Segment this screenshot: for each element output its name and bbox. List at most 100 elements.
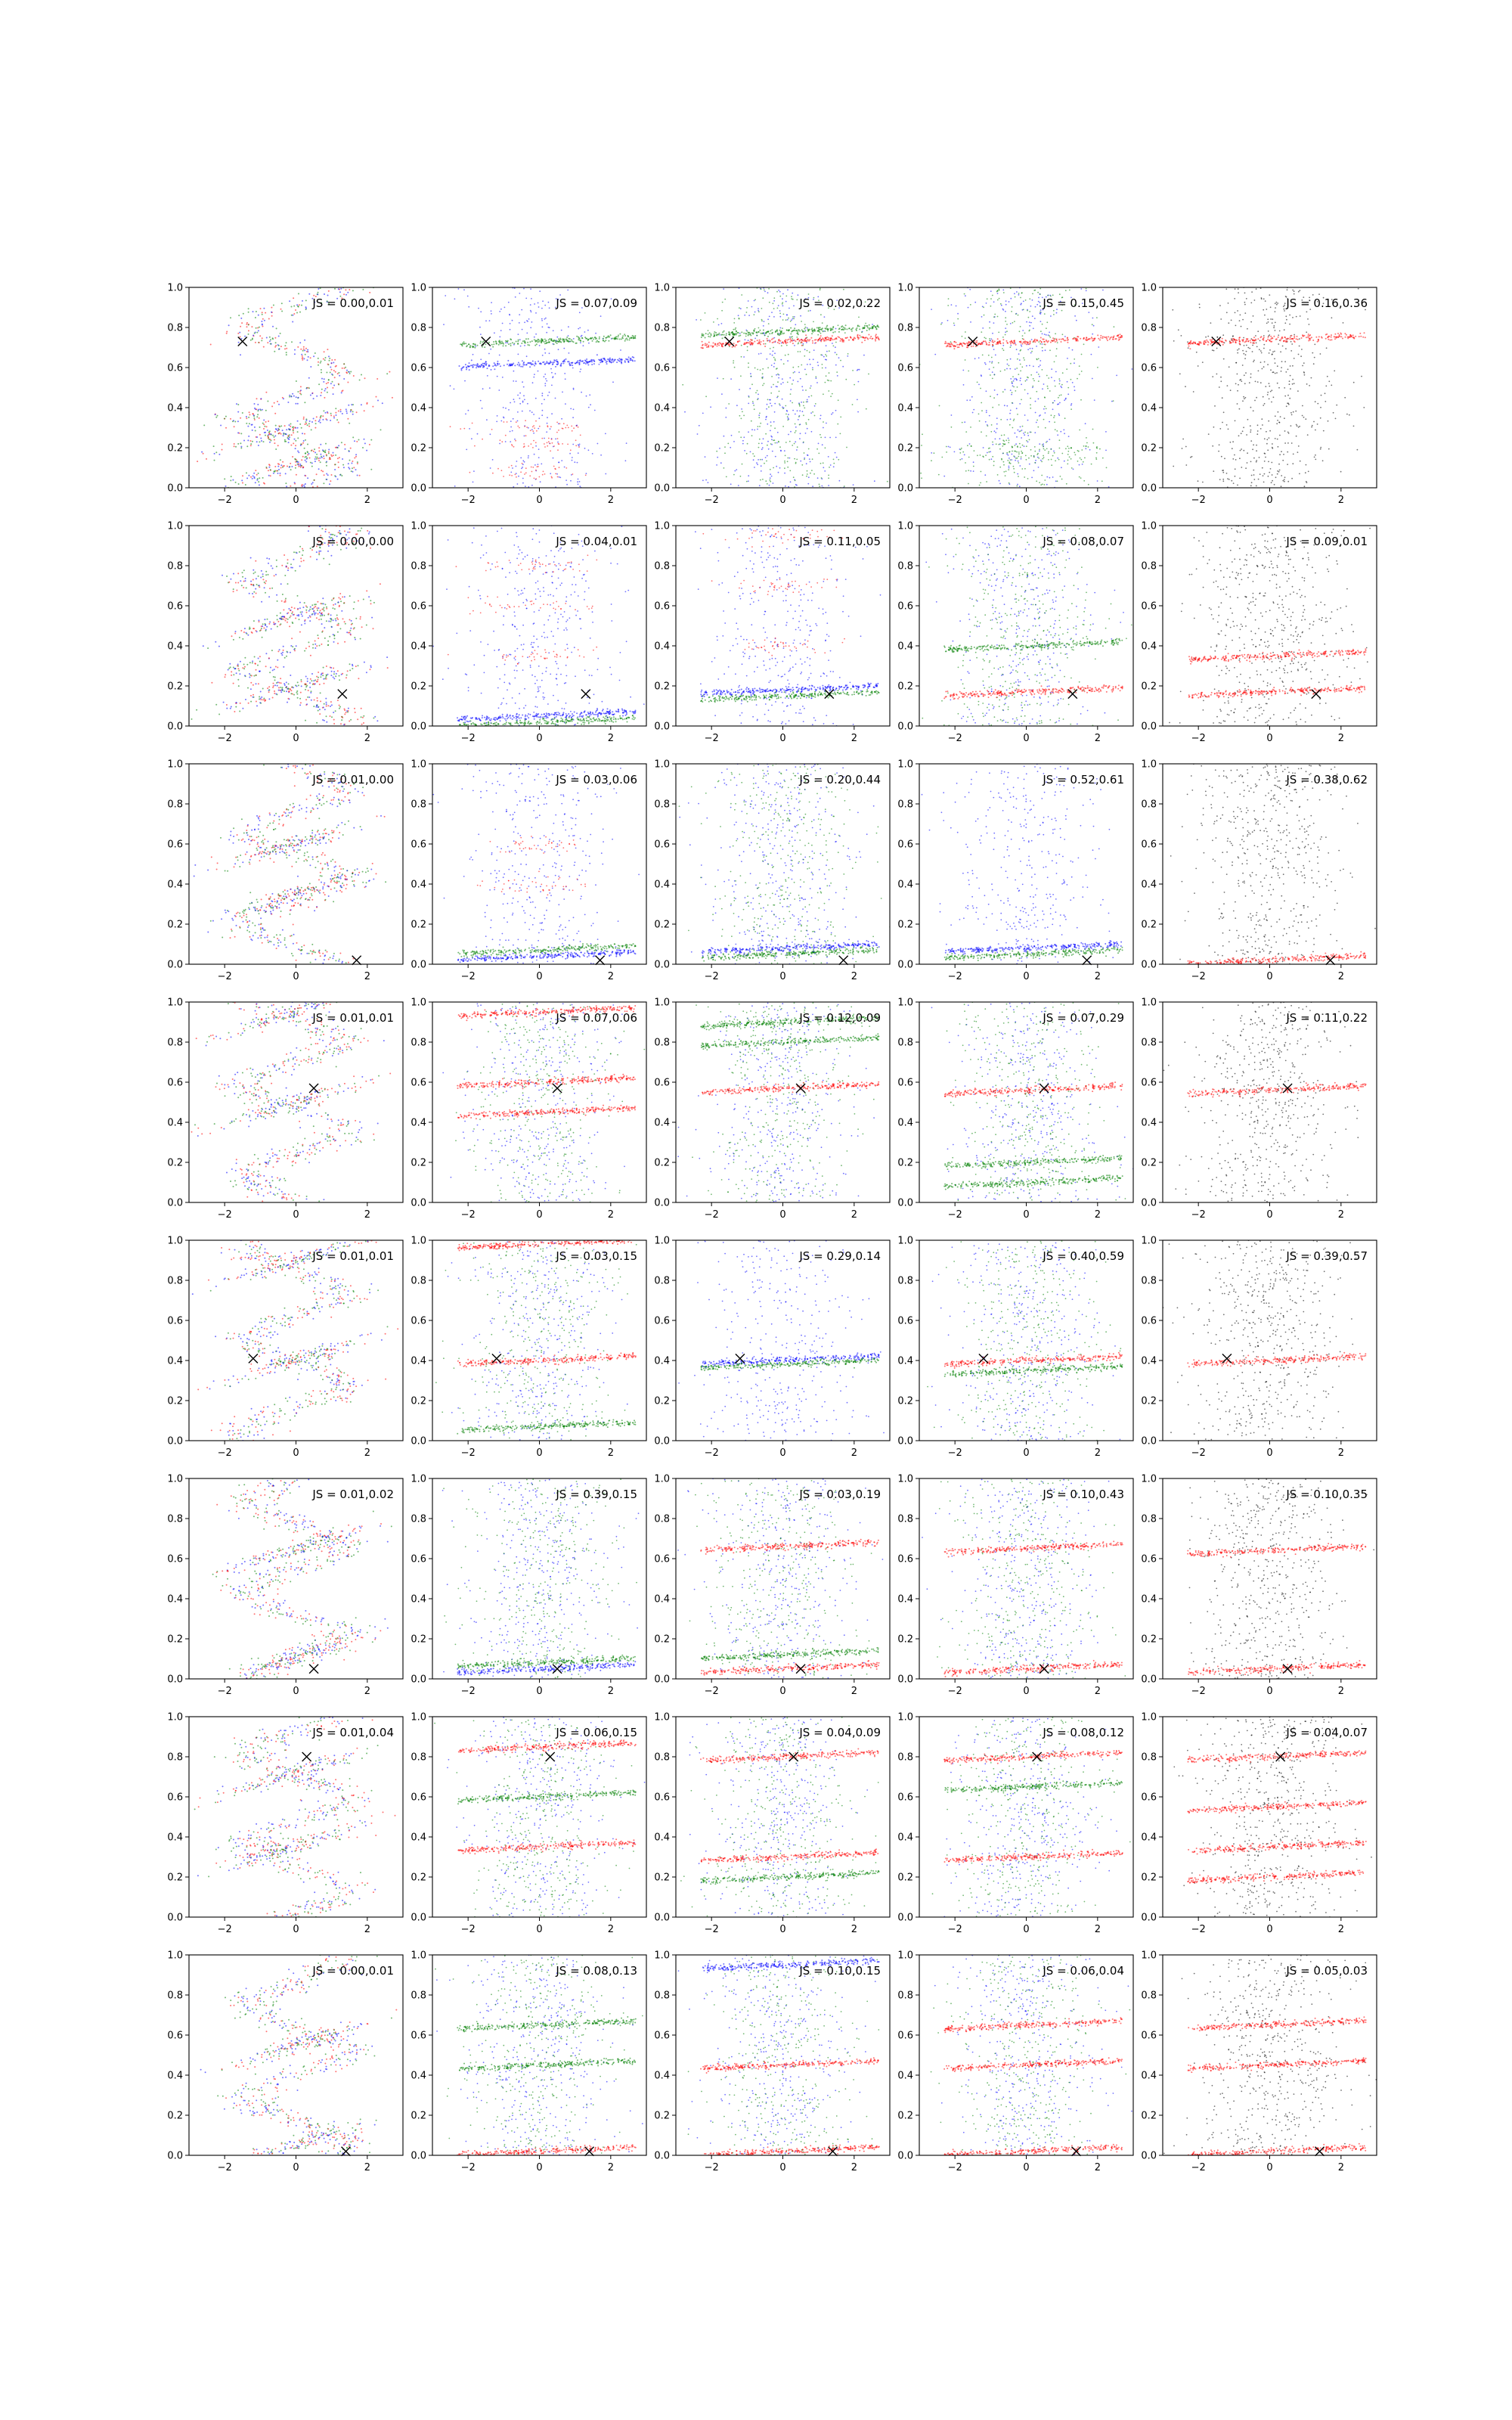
point-green — [978, 420, 981, 422]
point-blue — [516, 420, 519, 422]
point-black — [1322, 302, 1325, 305]
point-red — [1189, 341, 1191, 343]
point-blue — [824, 436, 826, 439]
point-blue — [524, 399, 525, 401]
point-blue — [988, 368, 990, 370]
point-green — [959, 458, 962, 461]
point-green — [990, 396, 991, 398]
point-blue — [500, 365, 501, 368]
point-blue — [480, 364, 482, 366]
point-green — [758, 327, 760, 329]
point-black — [1274, 362, 1276, 364]
point-red — [1238, 340, 1241, 343]
point-green — [762, 297, 764, 299]
point-red — [550, 426, 552, 428]
point-red — [249, 440, 252, 442]
point-green — [256, 416, 259, 418]
point-blue — [347, 463, 349, 465]
point-blue — [1039, 450, 1040, 452]
point-green — [1036, 480, 1038, 482]
point-blue — [533, 453, 535, 455]
point-green — [754, 367, 756, 369]
point-blue — [618, 359, 620, 361]
point-black — [1263, 402, 1266, 405]
point-blue — [794, 413, 796, 415]
point-black — [1253, 457, 1255, 459]
point-red — [1238, 339, 1240, 340]
point-green — [1002, 348, 1003, 349]
point-blue — [774, 402, 776, 405]
point-black — [1227, 478, 1228, 479]
point-green — [767, 335, 769, 337]
point-blue — [1059, 402, 1061, 404]
point-blue — [472, 364, 475, 366]
point-green — [510, 343, 512, 345]
point-black — [1274, 311, 1276, 312]
point-blue — [1042, 309, 1044, 311]
point-blue — [486, 375, 488, 377]
point-green — [1028, 439, 1030, 441]
point-black — [1284, 361, 1286, 363]
point-green — [334, 287, 336, 290]
point-green — [1033, 380, 1035, 382]
point-red — [1205, 341, 1207, 343]
point-green — [533, 339, 535, 341]
point-blue — [480, 334, 482, 335]
point-blue — [311, 482, 314, 484]
point-blue — [720, 462, 722, 464]
point-blue — [352, 413, 354, 415]
point-green — [790, 327, 792, 329]
point-blue — [824, 358, 826, 361]
point-red — [300, 348, 302, 350]
point-blue — [512, 467, 513, 469]
point-red — [556, 438, 559, 439]
point-red — [1358, 336, 1360, 338]
point-red — [1307, 334, 1309, 335]
point-blue — [747, 480, 749, 482]
point-black — [1302, 365, 1303, 367]
point-green — [472, 346, 475, 348]
point-green — [1016, 451, 1018, 453]
point-red — [1236, 340, 1238, 342]
point-black — [1326, 375, 1328, 377]
point-blue — [744, 339, 746, 341]
point-red — [999, 340, 1001, 343]
point-green — [1052, 455, 1054, 457]
point-blue — [237, 432, 240, 434]
point-black — [1235, 324, 1237, 327]
point-blue — [297, 450, 299, 452]
point-green — [258, 326, 260, 328]
point-blue — [345, 293, 347, 296]
point-blue — [773, 366, 775, 368]
point-black — [1185, 386, 1186, 388]
point-black — [1281, 475, 1283, 476]
point-red — [1249, 340, 1251, 342]
point-blue — [326, 473, 328, 475]
point-blue — [332, 393, 334, 396]
point-green — [970, 427, 971, 428]
point-blue — [787, 417, 789, 419]
point-green — [492, 346, 494, 348]
point-blue — [793, 305, 795, 307]
point-black — [1286, 318, 1287, 321]
point-black — [1268, 461, 1269, 463]
point-red — [299, 392, 302, 395]
point-blue — [947, 445, 950, 448]
point-red — [532, 430, 534, 433]
point-green — [279, 332, 281, 334]
point-red — [515, 421, 517, 424]
point-green — [803, 401, 804, 403]
point-blue — [776, 396, 778, 399]
point-green — [1029, 329, 1030, 331]
point-green — [733, 362, 734, 364]
point-red — [869, 337, 871, 340]
point-blue — [779, 290, 781, 293]
point-green — [746, 307, 748, 309]
point-blue — [261, 323, 263, 325]
point-green — [1024, 389, 1026, 391]
point-blue — [581, 391, 582, 393]
point-black — [1234, 298, 1236, 299]
point-green — [862, 327, 864, 330]
point-blue — [523, 287, 525, 290]
point-green — [968, 370, 970, 372]
